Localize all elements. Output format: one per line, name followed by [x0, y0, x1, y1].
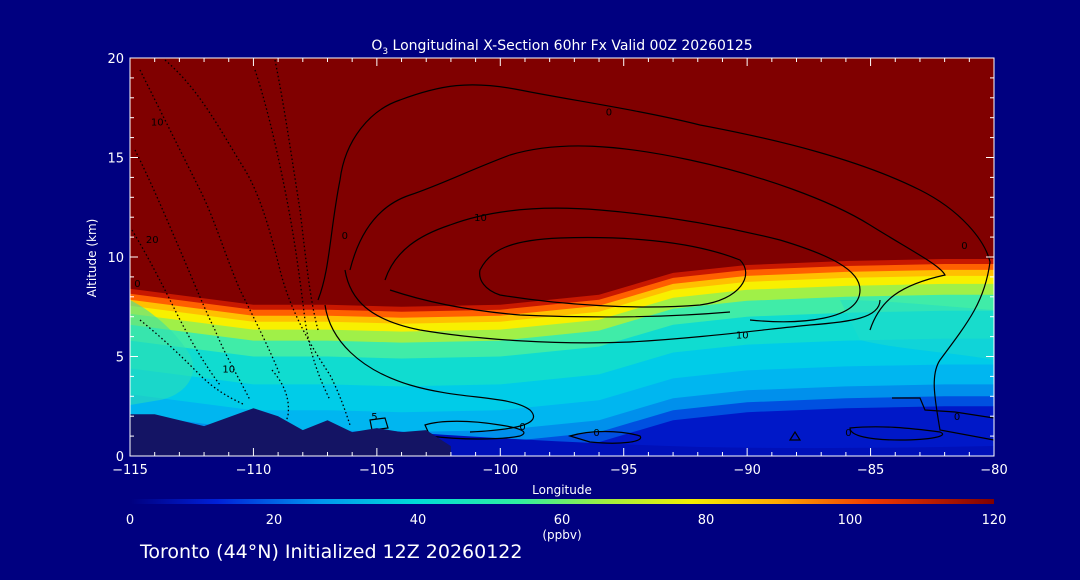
x-tick-label: −110 — [236, 463, 272, 478]
y-tick-label: 20 — [107, 52, 124, 67]
contour-20 — [384, 207, 861, 323]
contour-label: 10 — [736, 331, 749, 342]
contour-label: 0 — [961, 241, 967, 252]
chart-title: O3 Longitudinal X-Section 60hr Fx Valid … — [371, 38, 752, 57]
contour-10-a — [349, 145, 946, 331]
colorbar-ticks: 0 20 40 60 80 100 120 — [126, 513, 1007, 528]
contour-20-b — [389, 289, 731, 318]
contour-outer-lower — [324, 304, 534, 433]
contour-label: 0 — [342, 231, 348, 242]
colorbar-tick-label: 80 — [698, 513, 715, 528]
x-tick-label: −90 — [733, 463, 760, 478]
ozone-patch-east — [840, 300, 994, 360]
contour-dotted-1 — [164, 59, 351, 426]
colorbar — [130, 499, 994, 504]
ozone-surface-layer — [380, 430, 994, 456]
contour-dotted-6 — [274, 59, 319, 331]
colorbar-units: (ppbv) — [542, 528, 581, 542]
contour-label: 0 — [954, 412, 960, 423]
contour-dotted-5 — [254, 69, 331, 401]
ozone-patch-west — [130, 300, 194, 405]
colorbar-tick-label: 60 — [554, 513, 571, 528]
colorbar-tick-label: 100 — [838, 513, 863, 528]
terrain-shape — [130, 408, 451, 456]
y-axis: 0 5 10 15 20 — [107, 52, 994, 465]
x-tick-label: −115 — [112, 463, 148, 478]
contour-lines — [131, 59, 994, 444]
x-tick-label: −100 — [482, 463, 518, 478]
x-tick-label: −85 — [857, 463, 884, 478]
colorbar-tick-label: 20 — [266, 513, 283, 528]
y-tick-label: 15 — [107, 152, 124, 167]
contour-label: 0 — [134, 279, 140, 290]
x-axis: −115 −110 −105 −100 −95 −90 −85 −80 — [112, 58, 1008, 478]
y-axis-label: Altitude (km) — [85, 219, 99, 298]
y-tick-label: 5 — [116, 351, 124, 366]
x-tick-label: −95 — [610, 463, 637, 478]
contour-dotted-2 — [139, 69, 281, 376]
contour-5-low — [369, 417, 389, 431]
y-tick-label: 10 — [107, 251, 124, 266]
contour-dotted-3 — [134, 149, 251, 401]
contour-0-low-2 — [567, 430, 642, 444]
contour-labels: 0 0 0 10 10 10 20 0 10 0 0 0 0 5 — [134, 108, 967, 439]
contour-label: 0 — [593, 428, 599, 439]
contour-0-low-4 — [892, 397, 994, 419]
contour-label: 0 — [606, 108, 612, 119]
contour-0-low-5 — [788, 430, 802, 441]
y-tick-label: 0 — [116, 450, 124, 465]
colorbar-tick-label: 120 — [982, 513, 1007, 528]
x-axis-label: Longitude — [532, 483, 592, 497]
contour-dotted-7 — [139, 319, 246, 406]
ozone-band-11 — [130, 406, 994, 456]
colorbar-tick-label: 0 — [126, 513, 134, 528]
contour-label: 10 — [474, 213, 487, 224]
x-tick-label: −105 — [359, 463, 395, 478]
x-tick-label: −80 — [980, 463, 1007, 478]
contour-label: 0 — [519, 422, 525, 433]
contour-label: 10 — [222, 364, 235, 375]
contour-label: 20 — [146, 235, 159, 246]
contour-outer-0 — [317, 84, 994, 441]
ozone-field — [130, 58, 994, 456]
contour-dotted-8 — [271, 369, 290, 428]
contour-label: 0 — [845, 428, 851, 439]
contour-0-low-1 — [424, 420, 525, 440]
contour-10-b — [344, 269, 881, 344]
run-caption: Toronto (44°N) Initialized 12Z 20260122 — [140, 541, 523, 563]
contour-30 — [479, 236, 747, 308]
contour-0-low-3 — [849, 426, 943, 441]
terrain-mask — [130, 408, 451, 456]
contour-label: 10 — [151, 118, 164, 129]
colorbar-tick-label: 40 — [410, 513, 427, 528]
contour-label: 5 — [371, 412, 377, 423]
